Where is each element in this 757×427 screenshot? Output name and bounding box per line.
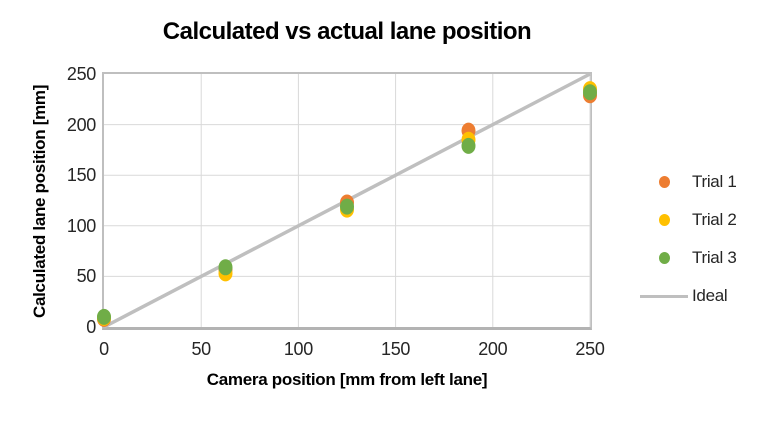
y-tick-label: 150	[66, 165, 96, 186]
legend-item-trial-3: Trial 3	[640, 239, 737, 277]
data-point-trial-3	[461, 137, 476, 154]
legend-marker-wrap	[640, 294, 688, 298]
plot-area-svg	[97, 72, 597, 329]
legend-item-trial-2: Trial 2	[640, 201, 737, 239]
trial-1-dot-icon	[658, 176, 670, 188]
data-point-trial-3	[340, 198, 354, 215]
trial-3-dot-icon	[658, 252, 670, 264]
chart-title: Calculated vs actual lane position	[162, 18, 532, 45]
x-tick-label: 50	[191, 339, 211, 359]
legend-label-ideal: Ideal	[692, 286, 728, 305]
y-axis-title: Calculated lane position [mm]	[30, 84, 49, 318]
x-axis-title: Camera position [mm from left lane]	[206, 370, 488, 389]
data-point-trial-3	[583, 84, 597, 101]
x-tick-label: 150	[381, 339, 411, 359]
x-tick-label: 250	[575, 339, 605, 359]
y-tick-label: 250	[66, 64, 96, 84]
legend-marker-wrap	[640, 176, 688, 188]
data-point-trial-3	[218, 259, 233, 276]
legend-marker-wrap	[640, 252, 688, 264]
x-tick-label: 100	[283, 339, 313, 359]
y-tick-label: 200	[66, 114, 96, 135]
legend-item-ideal: Ideal	[640, 277, 737, 315]
legend-label-trial-3: Trial 3	[692, 248, 737, 267]
y-tick-label: 100	[66, 215, 96, 236]
x-tick-label: 200	[478, 339, 508, 359]
y-tick-label: 50	[76, 266, 97, 287]
legend-marker-wrap	[640, 214, 688, 226]
legend-item-trial-1: Trial 1	[640, 163, 737, 201]
plot-area	[97, 72, 597, 330]
legend: Trial 1 Trial 2 Trial 3 Ideal	[640, 163, 737, 315]
ideal-line-icon	[640, 294, 688, 298]
trial-2-dot-icon	[658, 214, 670, 226]
legend-label-trial-1: Trial 1	[692, 172, 737, 191]
data-point-trial-3	[97, 308, 111, 325]
legend-label-trial-2: Trial 2	[692, 210, 737, 229]
x-tick-label: 0	[99, 339, 109, 359]
y-tick-label: 0	[86, 317, 96, 337]
